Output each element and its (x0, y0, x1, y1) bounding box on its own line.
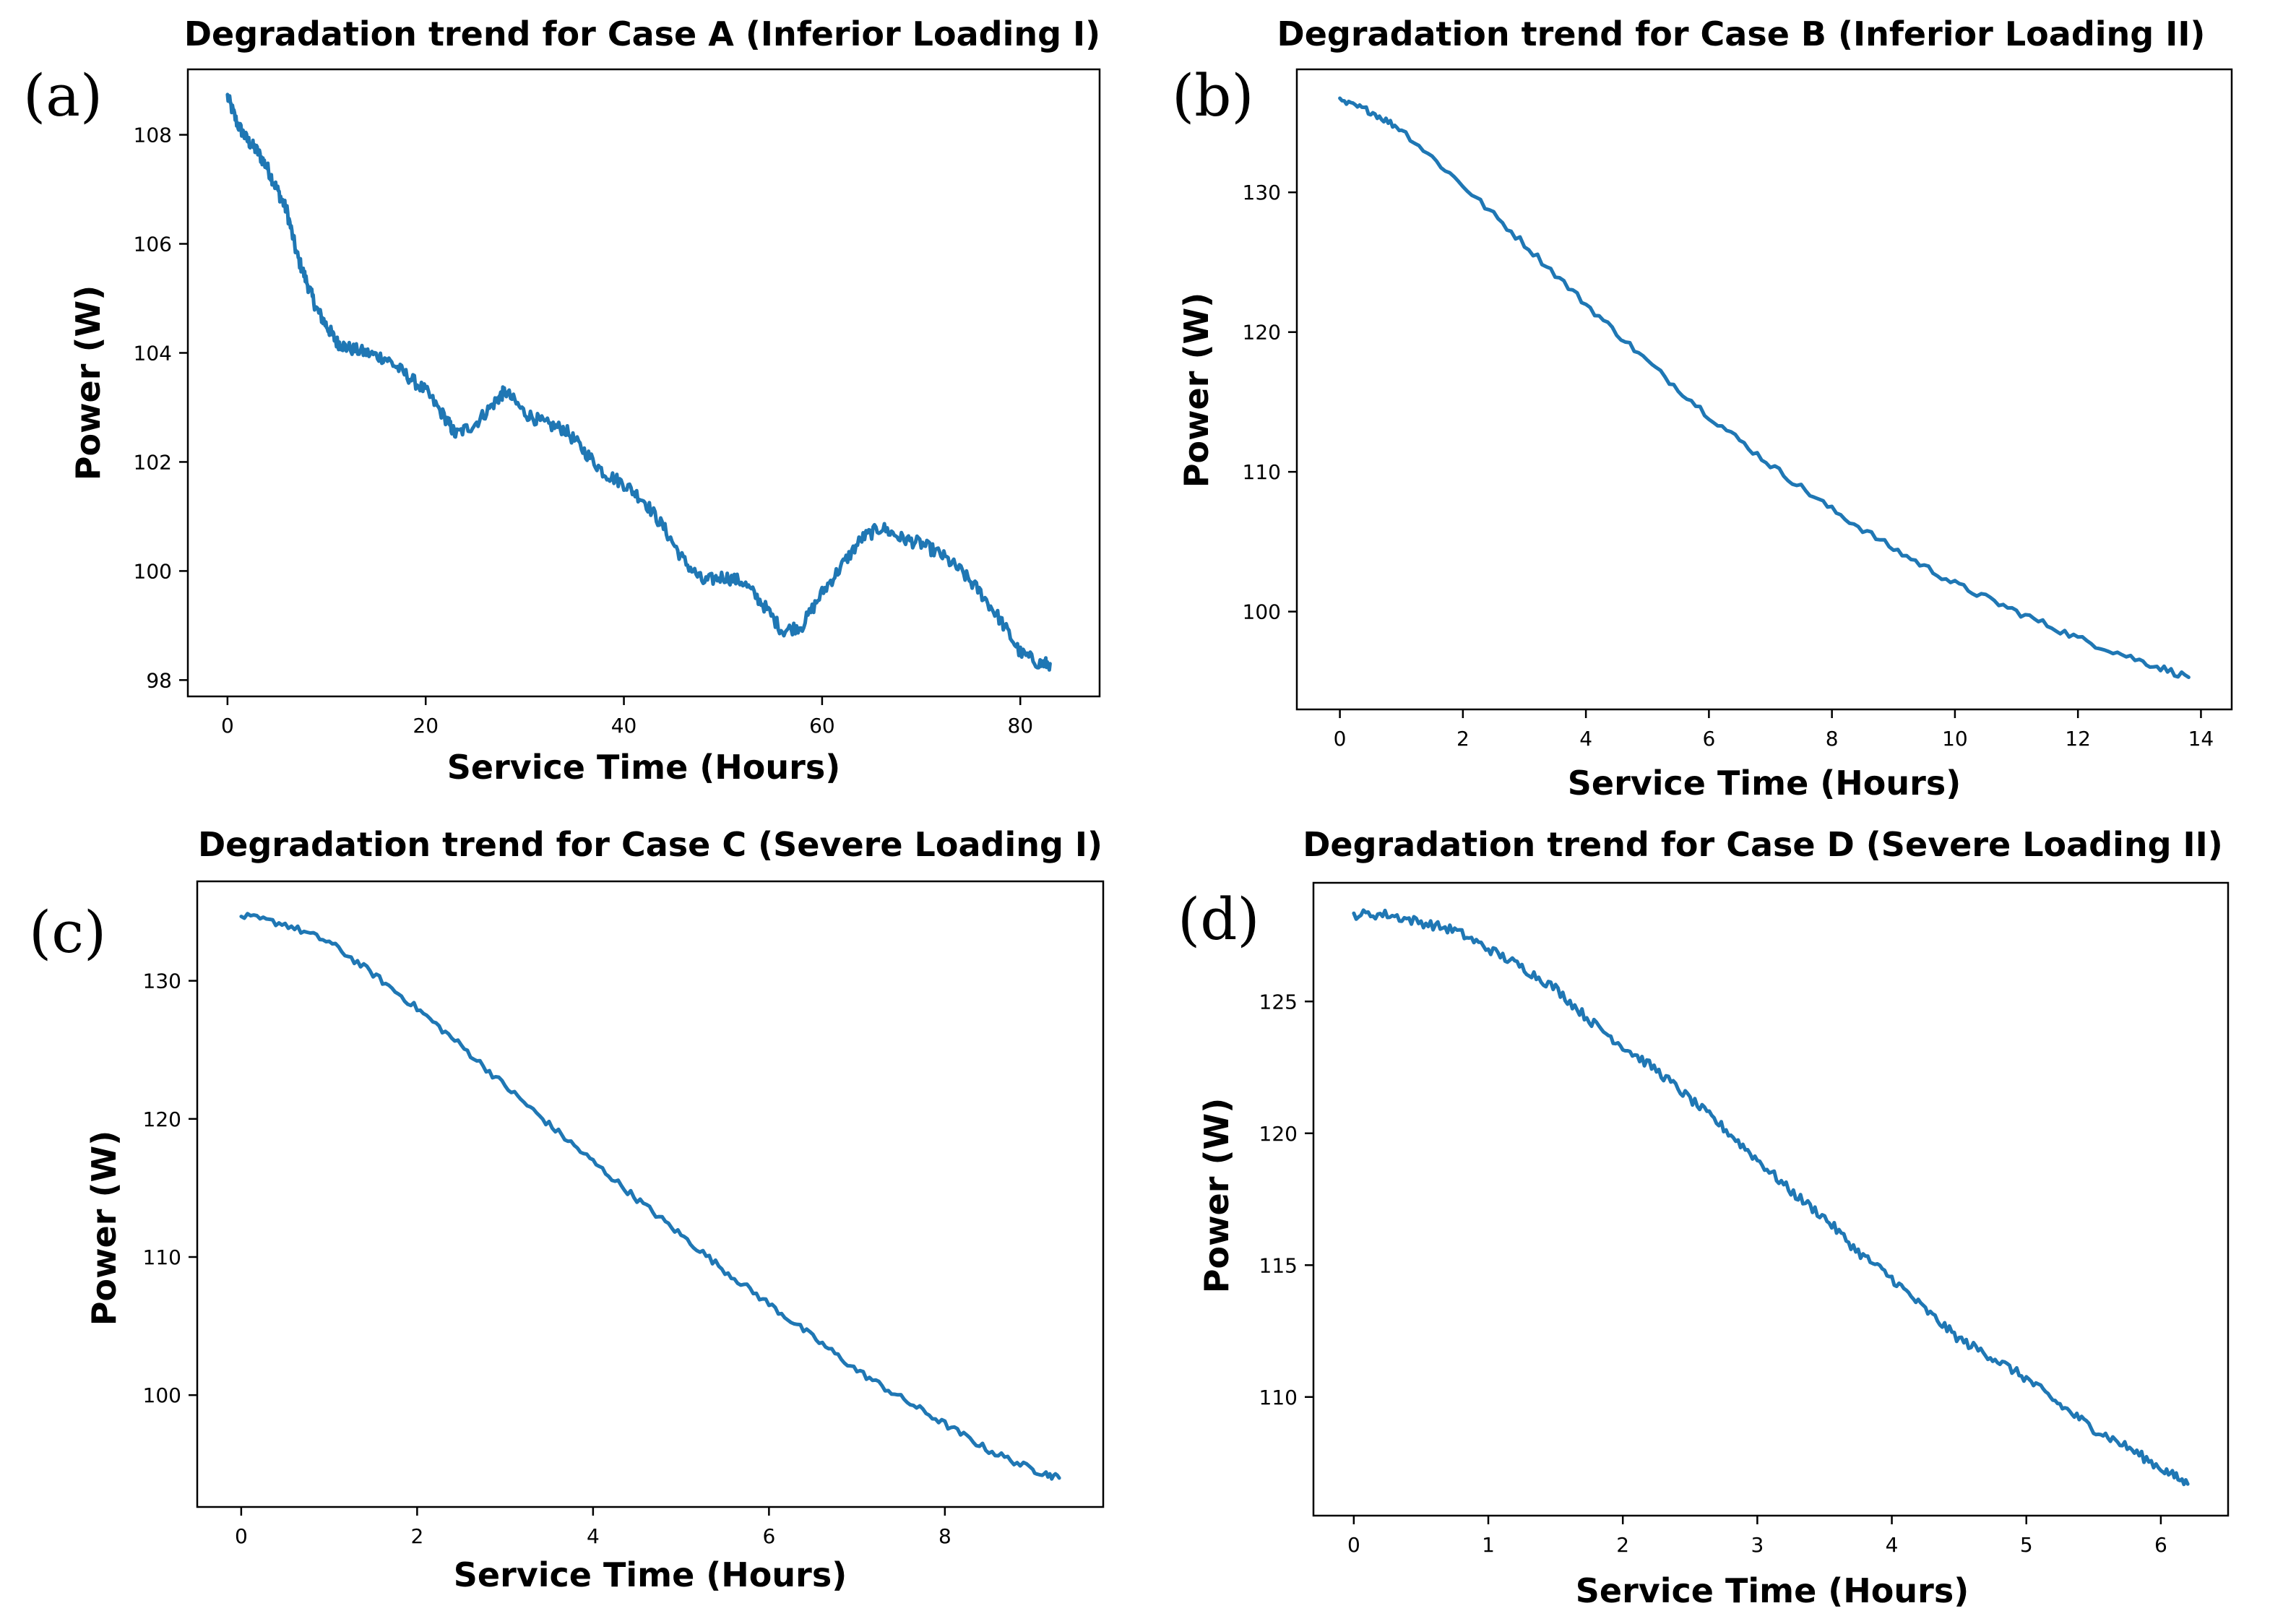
panel-b-x-tick-label: 4 (1579, 727, 1592, 751)
panel-c-series-line (239, 912, 1061, 1481)
panel-b-x-tick-label: 2 (1456, 727, 1470, 751)
panel-b-y-tick-label: 110 (1243, 460, 1281, 484)
panel-c-x-tick-label: 2 (410, 1524, 423, 1548)
panel-d-x-axis-label: Service Time (Hours) (1576, 1571, 1969, 1610)
panel-a-y-axis-label: Power (W) (69, 285, 108, 481)
panel-d-x-tick-label: 5 (2020, 1533, 2033, 1557)
panel-a-label: (a) (23, 62, 103, 129)
panel-c-x-tick-label: 4 (587, 1524, 600, 1548)
panel-a-y-tick-label: 106 (134, 233, 172, 256)
panel-d-y-tick-label: 120 (1259, 1122, 1298, 1146)
panel-c-x-axis-label: Service Time (Hours) (454, 1555, 847, 1594)
panel-d-label: (d) (1178, 886, 1260, 953)
panel-d-x-tick-label: 0 (1347, 1533, 1360, 1557)
panel-a-series-line (225, 92, 1052, 672)
panel-d-y-tick-label: 110 (1259, 1386, 1298, 1409)
panel-d-y-tick-label: 125 (1259, 990, 1298, 1014)
panel-c-y-tick-label: 110 (143, 1245, 181, 1269)
panel-b-x-tick-label: 0 (1334, 727, 1347, 751)
panel-a-x-ticks: 0 20 40 60 80 (221, 696, 1033, 738)
panel-b: Degradation trend for Case B (Inferior L… (1172, 14, 2233, 803)
panel-d-x-tick-label: 2 (1616, 1533, 1629, 1557)
panel-d-x-tick-label: 3 (1751, 1533, 1764, 1557)
panel-d: Degradation trend for Case D (Severe Loa… (1178, 825, 2230, 1610)
panel-d-x-tick-label: 1 (1482, 1533, 1495, 1557)
panel-a-y-tick-label: 98 (146, 668, 172, 692)
panel-c-y-axis-label: Power (W) (85, 1131, 124, 1326)
panel-b-y-ticks: 100 110 120 130 (1243, 181, 1297, 624)
panel-c-x-tick-label: 6 (762, 1524, 775, 1548)
panel-a-x-tick-label: 80 (1007, 714, 1033, 738)
panel-d-y-ticks: 110 115 120 125 (1259, 990, 1313, 1409)
panel-c-y-tick-label: 130 (143, 969, 181, 993)
panel-b-series-line (1338, 96, 2191, 679)
panel-b-x-ticks: 0 2 4 6 8 10 12 14 (1334, 709, 2214, 751)
panel-a: Degradation trend for Case A (Inferior L… (23, 14, 1101, 787)
panel-c-x-tick-label: 8 (938, 1524, 951, 1548)
panel-b-y-axis-label: Power (W) (1177, 293, 1216, 488)
panel-a-plot-frame (186, 68, 1101, 698)
panel-b-x-axis-label: Service Time (Hours) (1568, 764, 1962, 803)
panel-b-y-tick-label: 120 (1243, 321, 1281, 345)
panel-b-y-tick-label: 130 (1243, 181, 1281, 204)
panel-b-x-tick-label: 12 (2065, 727, 2091, 751)
panel-a-x-tick-label: 20 (413, 714, 439, 738)
panel-a-y-ticks: 98 100 102 104 106 108 (134, 124, 188, 692)
panel-a-y-tick-label: 102 (134, 450, 172, 474)
panel-a-y-tick-label: 108 (134, 124, 172, 147)
panel-b-label: (b) (1172, 62, 1254, 129)
panel-d-x-tick-label: 4 (1886, 1533, 1899, 1557)
panel-a-x-tick-label: 40 (611, 714, 637, 738)
panel-c-plot-frame (196, 880, 1105, 1508)
panel-a-x-tick-label: 0 (221, 714, 234, 738)
panel-d-series-line (1352, 908, 2190, 1487)
panel-a-x-tick-label: 60 (809, 714, 835, 738)
panel-d-y-axis-label: Power (W) (1197, 1098, 1236, 1294)
panel-b-x-tick-label: 14 (2188, 727, 2214, 751)
panel-b-x-tick-label: 8 (1826, 727, 1839, 751)
panel-a-x-axis-label: Service Time (Hours) (447, 748, 841, 787)
panel-d-title: Degradation trend for Case D (Severe Loa… (1303, 825, 2223, 864)
panel-c-y-tick-label: 120 (143, 1107, 181, 1131)
panel-c-title: Degradation trend for Case C (Severe Loa… (198, 825, 1102, 864)
panel-d-y-tick-label: 115 (1259, 1253, 1298, 1277)
panel-a-y-tick-label: 100 (134, 559, 172, 583)
panel-b-title: Degradation trend for Case B (Inferior L… (1277, 14, 2206, 53)
panel-d-x-ticks: 0 1 2 3 4 5 6 (1347, 1516, 2167, 1557)
panel-c-label: (c) (29, 899, 106, 966)
panel-a-title: Degradation trend for Case A (Inferior L… (184, 14, 1100, 53)
panel-b-x-tick-label: 10 (1942, 727, 1968, 751)
panel-c: Degradation trend for Case C (Severe Loa… (29, 825, 1105, 1594)
panel-d-x-tick-label: 6 (2154, 1533, 2167, 1557)
panel-a-y-tick-label: 104 (134, 341, 172, 365)
panel-c-x-ticks: 0 2 4 6 8 (235, 1507, 951, 1548)
panel-c-x-tick-label: 0 (235, 1524, 248, 1548)
panel-c-y-tick-label: 100 (143, 1383, 181, 1407)
panel-b-y-tick-label: 100 (1243, 600, 1281, 624)
panel-d-plot-frame (1312, 881, 2230, 1517)
panel-c-y-ticks: 100 110 120 130 (143, 969, 197, 1407)
panel-b-x-tick-label: 6 (1702, 727, 1715, 751)
panel-b-plot-frame (1295, 68, 2233, 711)
